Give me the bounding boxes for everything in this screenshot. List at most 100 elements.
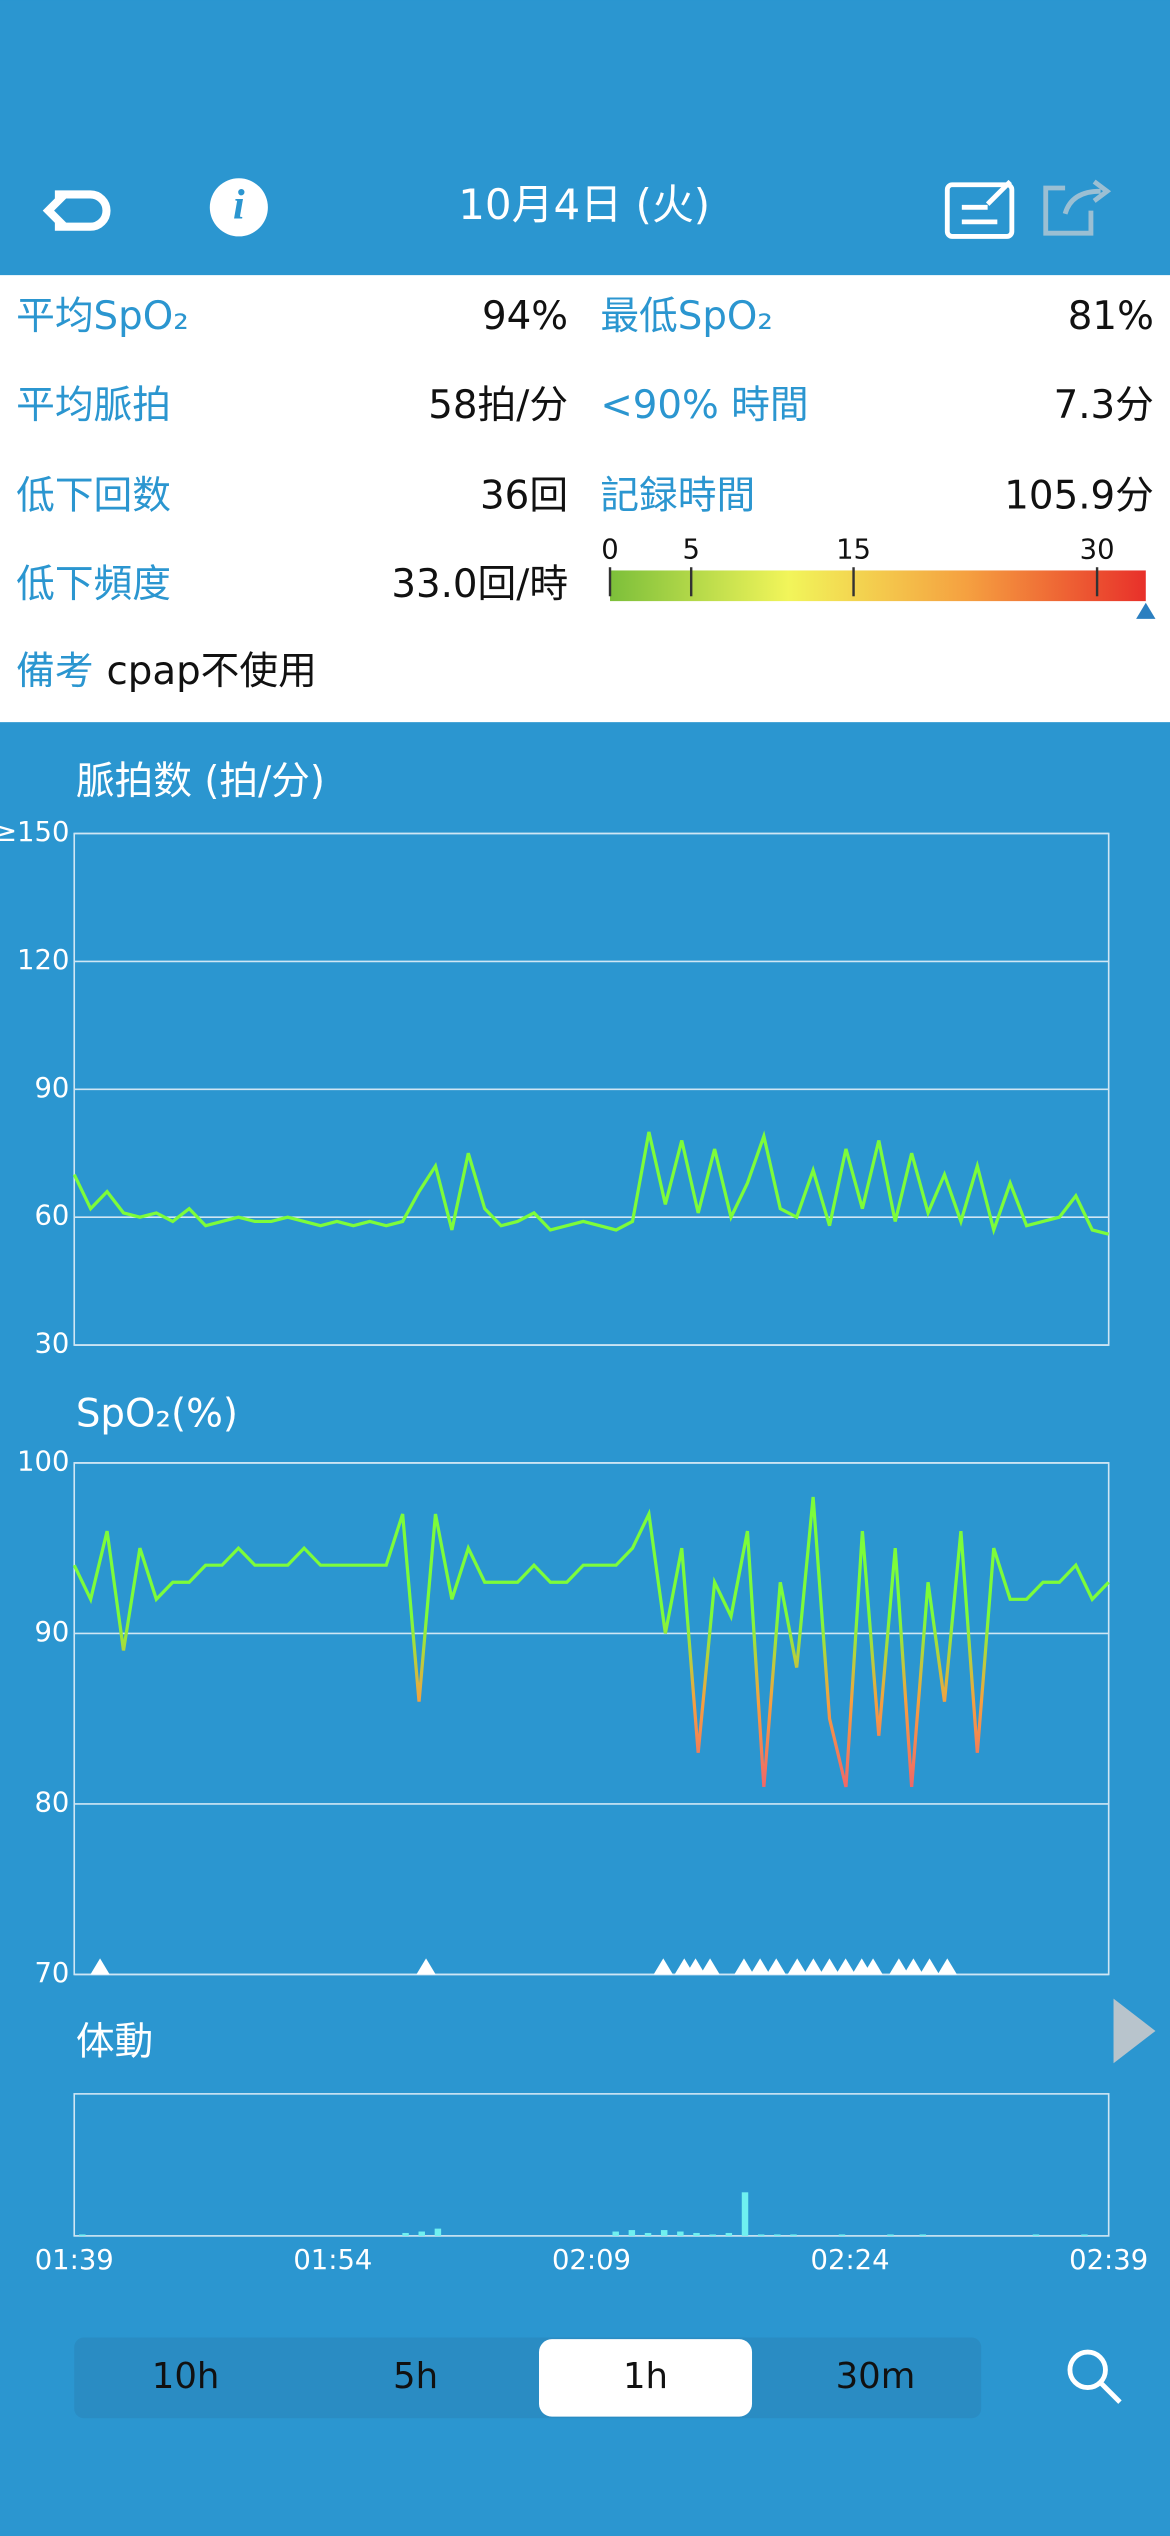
event-marker (734, 1958, 754, 1975)
y-tick-label: 70 (34, 1958, 69, 1989)
motion-bar (725, 2232, 733, 2236)
stat-label: 平均SpO₂ (16, 294, 189, 339)
motion-bar (838, 2234, 846, 2236)
scale-bar (610, 570, 1146, 602)
x-tick-label: 01:54 (293, 2245, 372, 2276)
range-button-label: 5h (393, 2356, 438, 2397)
event-marker (750, 1958, 770, 1975)
scale-tick-label: 5 (682, 535, 699, 566)
y-tick-label: 90 (34, 1617, 69, 1648)
motion-bar (790, 2234, 797, 2236)
x-tick-label: 02:39 (1069, 2245, 1148, 2276)
motion-bar (757, 2234, 765, 2236)
data-line (72, 1130, 1110, 1236)
motion-bar (644, 2232, 652, 2236)
motion-bar (418, 2231, 425, 2236)
motion-bar (434, 2228, 442, 2236)
event-marker (700, 1958, 720, 1975)
svg-text:i: i (233, 183, 245, 229)
event-marker (863, 1958, 883, 1975)
motion-bar (709, 2234, 716, 2236)
event-marker (919, 1958, 940, 1975)
motion-bar (402, 2232, 409, 2236)
range-button[interactable]: 10h (152, 2356, 220, 2397)
stat-label: 記録時間 (600, 473, 755, 518)
plot-frame (73, 2093, 1110, 2237)
event-marker (90, 1958, 110, 1975)
stat-value: 105.9分 (1004, 473, 1154, 518)
y-tick-label: 100 (17, 1446, 69, 1477)
event-marker (835, 1958, 856, 1975)
event-marker (819, 1958, 840, 1975)
stat-label: 低下頻度 (16, 562, 171, 607)
event-marker (416, 1958, 436, 1975)
motion-bar (612, 2231, 619, 2236)
stats-panel (0, 275, 1170, 723)
note-label: 備考 (16, 649, 93, 694)
header-title: 10月4日 (火) (458, 180, 710, 229)
x-tick-label: 01:39 (35, 2245, 114, 2276)
range-button-label: 30m (836, 2356, 916, 2397)
x-tick-label: 02:09 (552, 2245, 631, 2276)
share-button[interactable] (1043, 179, 1112, 236)
event-marker (937, 1958, 957, 1975)
next-button[interactable] (1113, 1998, 1156, 2064)
stat-label: 平均脈拍 (16, 383, 171, 428)
event-marker (787, 1958, 807, 1975)
y-tick-label: 90 (34, 1073, 69, 1104)
back-button[interactable] (42, 190, 111, 231)
range-button-label: 1h (623, 2356, 668, 2397)
y-tick-label: ≥150 (0, 817, 69, 848)
scale-tick-label: 0 (601, 535, 618, 566)
stat-value: 58拍/分 (428, 383, 568, 428)
stat-value: 33.0回/時 (391, 562, 568, 607)
selected-background (539, 2339, 753, 2417)
info-button[interactable]: i (209, 178, 268, 237)
range-button-label: 10h (152, 2356, 220, 2397)
motion-bar (774, 2234, 781, 2236)
zoom-button[interactable] (1067, 2349, 1122, 2404)
motion-bar (693, 2232, 700, 2236)
stat-label: 最低SpO₂ (600, 294, 773, 339)
stat-label: 低下回数 (16, 473, 171, 518)
range-button[interactable]: 30m (836, 2356, 916, 2397)
stat-value: 36回 (480, 473, 568, 518)
stat-label: <90% 時間 (600, 383, 808, 428)
data-line (72, 1496, 1110, 1788)
stat-value: 81% (1068, 294, 1154, 339)
note-text: cpap不使用 (107, 649, 317, 694)
motion-bar (741, 2192, 749, 2236)
scale-tick-label: 30 (1080, 535, 1115, 566)
x-tick-label: 02:24 (811, 2245, 890, 2276)
range-button[interactable]: 1h (539, 2339, 753, 2417)
y-tick-label: 30 (34, 1329, 69, 1360)
event-marker (685, 1958, 706, 1975)
scale-marker (1136, 602, 1156, 619)
y-tick-label: 80 (34, 1787, 69, 1818)
motion-bar (660, 2230, 668, 2236)
y-tick-label: 120 (17, 945, 69, 976)
motion-bar (677, 2231, 684, 2236)
chart-title: 脈拍数 (拍/分) (76, 759, 325, 804)
chart-title: 体動 (76, 2019, 153, 2064)
event-marker (889, 1958, 909, 1975)
motion-bar (887, 2234, 894, 2236)
range-button[interactable]: 5h (393, 2356, 438, 2397)
stat-value: 7.3分 (1054, 383, 1154, 428)
event-marker (803, 1958, 824, 1975)
motion-bar (628, 2230, 636, 2236)
event-marker (903, 1958, 924, 1975)
motion-bar (1032, 2234, 1040, 2236)
motion-bar (1081, 2234, 1088, 2236)
scale-tick-label: 15 (836, 535, 871, 566)
edit-button[interactable] (944, 179, 1015, 239)
stat-value: 94% (482, 294, 568, 339)
event-marker (766, 1958, 786, 1975)
event-marker (653, 1958, 673, 1975)
range-control (74, 2337, 982, 2419)
chart-title: SpO₂(%) (76, 1392, 238, 1437)
motion-bar (79, 2234, 86, 2236)
motion-bar (919, 2234, 927, 2236)
